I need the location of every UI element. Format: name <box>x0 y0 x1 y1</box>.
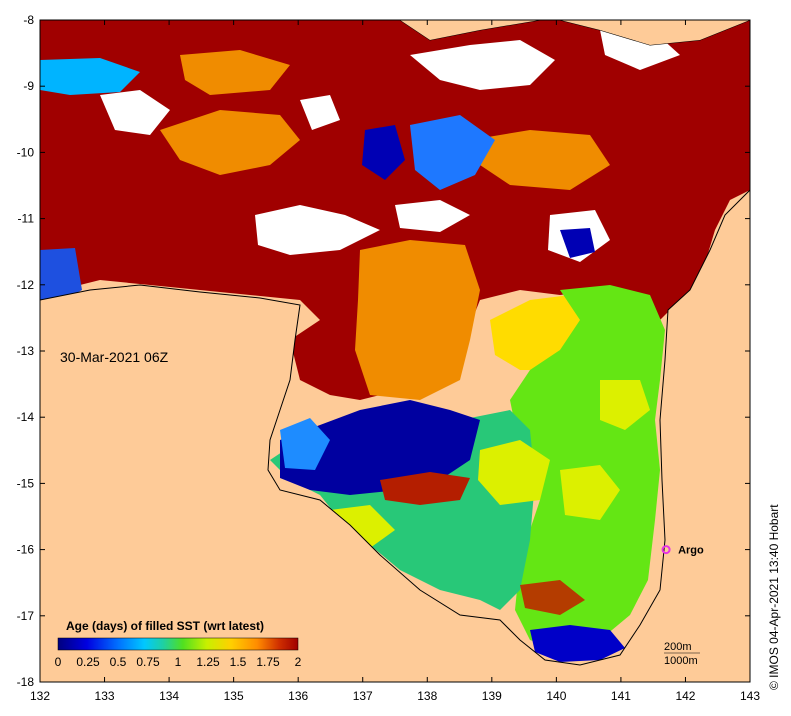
north-land-strip-2 <box>560 20 750 45</box>
north-land-strip <box>400 20 540 40</box>
x-tick-label: 142 <box>675 689 695 703</box>
contour-legend: 200m 1000m <box>664 641 700 667</box>
colorbar-tick-label: 0 <box>55 655 62 669</box>
orange-patches <box>160 50 610 400</box>
y-tick-label: -14 <box>17 410 35 424</box>
colorbar-tick-label: 1.5 <box>230 655 247 669</box>
y-tick-label: -11 <box>18 212 35 226</box>
colorbar-tick-label: 1.25 <box>196 655 220 669</box>
north-blue-patches <box>40 58 595 302</box>
colorbar-tick-label: 1.75 <box>256 655 280 669</box>
contour-1000m: 1000m <box>664 655 698 667</box>
cape-york-land <box>660 190 750 540</box>
gulf-blue-band <box>280 400 480 495</box>
y-tick-label: -12 <box>17 278 35 292</box>
x-axis-ticks: 132 133 134 135 136 137 138 139 140 141 142 143 <box>30 20 760 703</box>
x-tick-label: 140 <box>546 689 566 703</box>
y-tick-label: -18 <box>17 675 35 689</box>
y-tick-label: -9 <box>23 79 34 93</box>
colorbar-tick-label: 2 <box>295 655 302 669</box>
gulf-red-band <box>380 472 470 505</box>
gulf-yellow-patches <box>330 380 650 548</box>
x-tick-label: 135 <box>224 689 244 703</box>
no-data-gaps <box>100 28 680 262</box>
credit-label: © IMOS 04-Apr-2021 13:40 Hobart <box>767 504 781 690</box>
y-tick-label: -8 <box>23 13 34 27</box>
y-tick-label: -15 <box>17 476 35 490</box>
colorbar-tick-label: 0.75 <box>136 655 160 669</box>
x-tick-label: 134 <box>159 689 179 703</box>
gulf-red-south <box>520 580 585 615</box>
x-tick-label: 137 <box>353 689 373 703</box>
y-tick-label: -13 <box>17 344 35 358</box>
argo-dot <box>661 545 671 555</box>
colorbar-tick-label: 0.25 <box>76 655 100 669</box>
argo-marker: Argo <box>661 545 704 557</box>
y-tick-label: -10 <box>17 145 35 159</box>
x-tick-label: 138 <box>417 689 437 703</box>
colorbar-title: Age (days) of filled SST (wrt latest) <box>66 619 264 633</box>
x-tick-label: 139 <box>482 689 502 703</box>
south-blue-patch <box>530 625 625 662</box>
colorbar-ticks: 0 0.25 0.5 0.75 1 1.25 1.5 1.75 2 <box>55 655 302 669</box>
x-tick-label: 141 <box>611 689 631 703</box>
contour-200m: 200m <box>664 641 692 653</box>
gulf-coast-land <box>40 285 750 682</box>
argo-label: Argo <box>678 545 704 557</box>
colorbar-gradient <box>57 637 299 651</box>
y-axis-ticks: -8 -9 -10 -11 -12 -13 -14 -15 -16 -17 -18 <box>17 13 750 689</box>
coastline <box>40 189 750 666</box>
date-label: 30-Mar-2021 06Z <box>60 349 169 365</box>
y-tick-label: -17 <box>17 609 35 623</box>
x-tick-label: 133 <box>95 689 115 703</box>
x-tick-label: 132 <box>30 689 50 703</box>
gulf-cyan-patch <box>280 418 330 470</box>
x-tick-label: 136 <box>288 689 308 703</box>
colorbar-tick-label: 1 <box>175 655 182 669</box>
colorbar-tick-label: 0.5 <box>110 655 127 669</box>
y-tick-label: -16 <box>17 543 35 557</box>
x-tick-label: 143 <box>740 689 760 703</box>
